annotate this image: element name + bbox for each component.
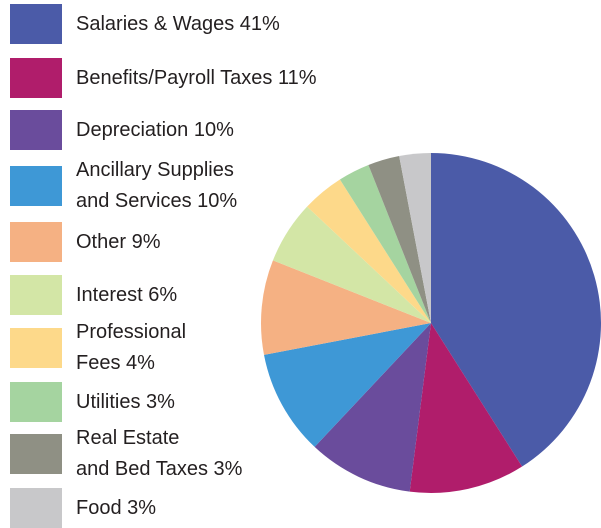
legend-swatch <box>10 275 62 315</box>
pie-slice <box>339 164 431 323</box>
legend-item: Other 9% <box>10 222 160 262</box>
pie-slice <box>272 206 431 323</box>
legend-swatch <box>10 328 62 368</box>
legend-label: Real Estate and Bed Taxes 3% <box>76 427 243 480</box>
pie-slice <box>261 260 431 355</box>
legend-label: Benefits/Payroll Taxes 11% <box>76 66 317 89</box>
legend-swatch <box>10 4 62 44</box>
legend-label: Ancillary Supplies and Services 10% <box>76 159 238 212</box>
legend-label: Utilities 3% <box>76 390 175 413</box>
legend-label: Food 3% <box>76 496 157 519</box>
legend-swatch <box>10 166 62 206</box>
legend-label: Depreciation 10% <box>76 118 234 141</box>
legend-swatch <box>10 434 62 474</box>
legend-item: Salaries & Wages 41% <box>10 4 280 44</box>
legend-label: Interest 6% <box>76 283 178 306</box>
pie-slice <box>409 323 523 493</box>
pie-slice <box>431 153 601 467</box>
legend-label: Professional Fees 4% <box>76 321 187 374</box>
pie-slice <box>264 323 431 447</box>
legend-item: Benefits/Payroll Taxes 11% <box>10 58 317 98</box>
pie-slice <box>399 153 431 323</box>
legend-swatch <box>10 110 62 150</box>
pie-slice <box>307 179 431 323</box>
legend-swatch <box>10 382 62 422</box>
legend-item: Real Estate and Bed Taxes 3% <box>10 427 242 480</box>
legend-item: Depreciation 10% <box>10 110 234 150</box>
legend-swatch <box>10 488 62 528</box>
legend-item: Food 3% <box>10 488 156 528</box>
legend-item: Utilities 3% <box>10 382 175 422</box>
legend-item: Interest 6% <box>10 275 177 315</box>
legend-label: Other 9% <box>76 230 161 253</box>
legend-label: Salaries & Wages 41% <box>76 12 280 35</box>
legend-swatch <box>10 222 62 262</box>
legend-item: Ancillary Supplies and Services 10% <box>10 159 237 212</box>
legend-swatch <box>10 58 62 98</box>
pie-slice <box>368 156 431 323</box>
legend-item: Professional Fees 4% <box>10 321 186 374</box>
pie-slice <box>314 323 431 492</box>
